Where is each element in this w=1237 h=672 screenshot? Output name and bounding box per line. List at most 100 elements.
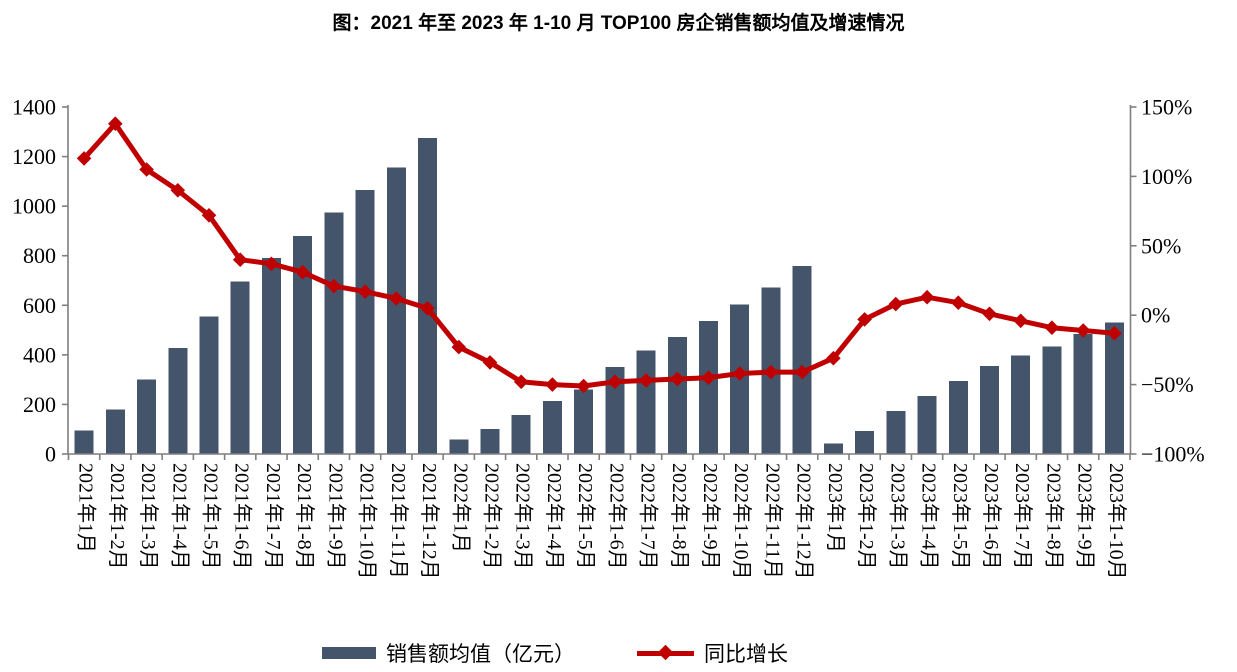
svg-text:2023年1-2月: 2023年1-2月	[855, 463, 878, 570]
svg-text:2023年1月: 2023年1月	[824, 463, 847, 553]
bar	[855, 430, 875, 454]
data-point-marker	[357, 284, 373, 299]
svg-text:2022年1-11月: 2022年1-11月	[762, 463, 785, 579]
data-point-marker	[389, 291, 404, 306]
bar	[480, 429, 500, 454]
bar	[574, 389, 594, 454]
svg-text:−100%: −100%	[1141, 442, 1205, 467]
bar	[261, 258, 281, 454]
right-axis-labels: −100% −50% 0% 50% 100% 150%	[1141, 95, 1205, 467]
svg-text:0%: 0%	[1141, 303, 1170, 328]
data-point-marker	[732, 366, 747, 381]
data-point-marker	[451, 339, 467, 355]
svg-text:2022年1月: 2022年1月	[449, 463, 472, 553]
svg-text:2023年1-3月: 2023年1-3月	[886, 463, 909, 570]
data-point-marker	[857, 312, 872, 327]
bar	[168, 348, 188, 454]
line-series-swatch	[637, 644, 694, 661]
svg-text:2023年1-7月: 2023年1-7月	[1011, 463, 1034, 570]
data-point-marker	[295, 264, 310, 280]
svg-text:2023年1-6月: 2023年1-6月	[980, 463, 1003, 570]
bar-series-swatch	[322, 647, 376, 659]
bar	[511, 415, 531, 454]
bar	[418, 138, 437, 454]
data-point-marker	[888, 296, 904, 312]
svg-text:2021年1-8月: 2021年1-8月	[293, 463, 316, 570]
bar	[980, 366, 999, 454]
legend-item-line: 同比增长	[637, 638, 788, 668]
bar	[823, 443, 843, 454]
data-point-marker	[1075, 323, 1091, 338]
svg-text:200: 200	[23, 392, 56, 417]
bar	[1073, 333, 1093, 454]
svg-text:800: 800	[23, 243, 56, 268]
svg-text:2022年1-5月: 2022年1-5月	[574, 463, 597, 570]
bar	[699, 320, 718, 454]
data-point-marker	[919, 289, 935, 305]
data-point-marker	[1044, 320, 1060, 335]
data-point-marker	[701, 370, 716, 385]
bar	[199, 316, 219, 454]
data-point-marker	[670, 371, 685, 387]
bar	[105, 409, 125, 454]
bar	[792, 265, 812, 454]
left-axis-labels: 0 200 400 600 800 1000 1200 1400	[12, 95, 56, 467]
svg-text:1000: 1000	[12, 194, 56, 219]
data-point-marker	[264, 256, 279, 272]
svg-text:100%: 100%	[1141, 164, 1192, 189]
bar	[324, 212, 344, 454]
bar	[449, 439, 469, 454]
data-point-marker	[1107, 325, 1122, 341]
svg-text:2021年1-9月: 2021年1-9月	[324, 463, 347, 570]
bar	[230, 281, 250, 454]
bar-series	[74, 138, 1124, 454]
bar	[74, 430, 94, 454]
chart-title: 图：2021 年至 2023 年 1-10 月 TOP100 房企销售额均值及增…	[332, 13, 905, 34]
data-point-marker	[951, 295, 966, 310]
x-axis-labels: 2021年1月 2021年1-2月 2021年1-3月 2021年1-4月 2021年1…	[75, 463, 1128, 580]
data-point-marker	[576, 378, 591, 394]
growth-line	[81, 121, 1117, 389]
bar	[355, 190, 375, 454]
axes	[62, 105, 1137, 460]
bar	[386, 167, 406, 454]
svg-text:2022年1-10月: 2022年1-10月	[730, 463, 753, 580]
data-point-marker	[763, 364, 779, 380]
bar	[542, 401, 562, 454]
svg-text:2021年1-2月: 2021年1-2月	[106, 463, 129, 570]
svg-text:400: 400	[23, 342, 56, 367]
svg-text:50%: 50%	[1141, 233, 1181, 258]
data-point-marker	[607, 374, 623, 390]
svg-text:2022年1-8月: 2022年1-8月	[668, 463, 691, 570]
data-point-marker	[1013, 313, 1028, 329]
growth-line-markers	[76, 116, 1122, 394]
data-point-marker	[76, 151, 92, 166]
diamond-marker-icon	[657, 644, 674, 661]
svg-text:2023年1-4月: 2023年1-4月	[918, 463, 941, 570]
svg-text:2022年1-2月: 2022年1-2月	[481, 463, 504, 570]
bar	[917, 396, 937, 454]
bar	[1011, 355, 1031, 454]
data-point-marker	[232, 252, 248, 267]
data-point-marker	[170, 183, 186, 198]
svg-text:2022年1-3月: 2022年1-3月	[512, 463, 535, 570]
bar	[605, 366, 625, 454]
svg-text:2022年1-7月: 2022年1-7月	[637, 463, 660, 570]
data-point-marker	[201, 208, 217, 223]
svg-text:2021年1-10月: 2021年1-10月	[356, 463, 379, 580]
bar	[667, 336, 687, 454]
svg-text:1400: 1400	[12, 95, 56, 120]
svg-text:2021年1-6月: 2021年1-6月	[231, 463, 254, 570]
svg-text:0: 0	[45, 442, 56, 467]
svg-text:2021年1-3月: 2021年1-3月	[137, 463, 160, 570]
svg-text:2022年1-6月: 2022年1-6月	[605, 463, 628, 570]
svg-text:1200: 1200	[12, 144, 56, 169]
svg-text:150%: 150%	[1141, 95, 1192, 120]
svg-text:2021年1-5月: 2021年1-5月	[200, 463, 223, 570]
chart-canvas: 0 200 400 600 800 1000 1200 1400 −100% −50% 0% 50% 1…	[12, 95, 1205, 580]
bar	[1104, 322, 1124, 454]
data-point-marker	[826, 350, 841, 366]
legend-item-bars: 销售额均值（亿元）	[322, 638, 575, 668]
bar	[886, 410, 906, 454]
